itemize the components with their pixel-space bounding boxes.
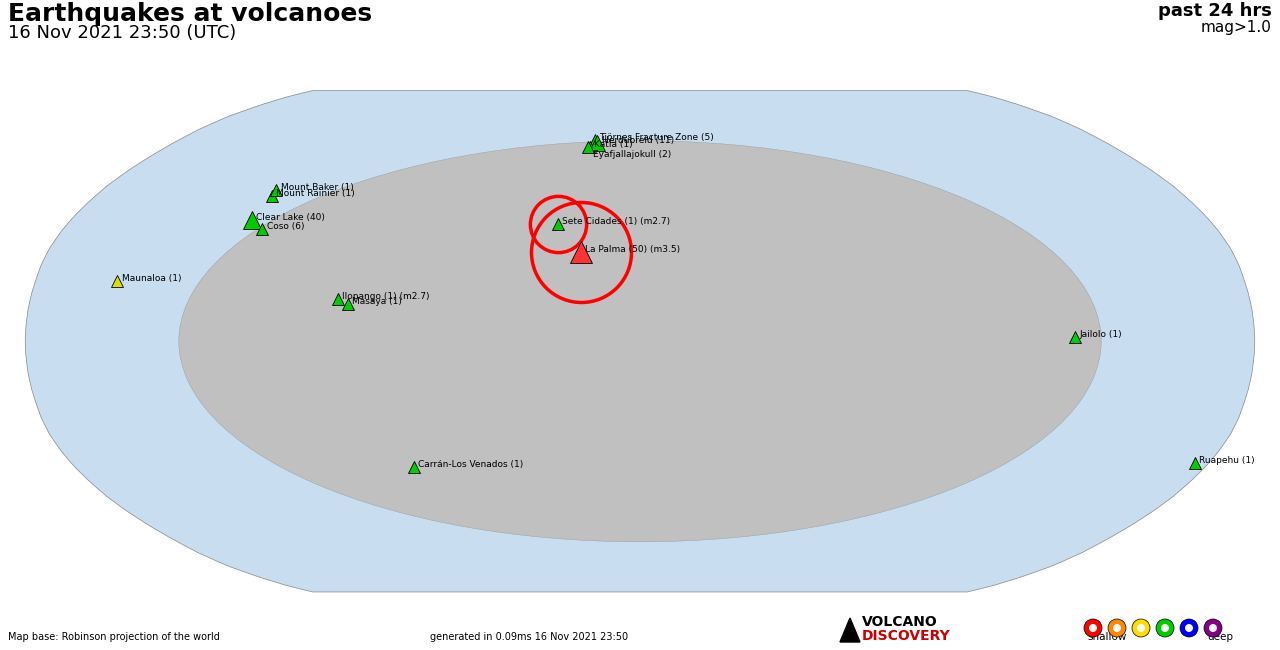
- Text: Ilopango (1) (m2.7): Ilopango (1) (m2.7): [343, 292, 430, 301]
- Circle shape: [1089, 624, 1097, 632]
- Text: Tjörnes Fracture Zone (5): Tjörnes Fracture Zone (5): [599, 133, 714, 142]
- Text: Carrán-Los Venados (1): Carrán-Los Venados (1): [417, 460, 524, 469]
- Text: generated in 0.09ms 16 Nov 2021 23:50: generated in 0.09ms 16 Nov 2021 23:50: [430, 632, 628, 642]
- Text: Mount Rainier (1): Mount Rainier (1): [276, 188, 355, 198]
- Text: Coso (6): Coso (6): [266, 222, 305, 231]
- Text: Herdubreid (11): Herdubreid (11): [602, 136, 673, 145]
- Circle shape: [1161, 624, 1169, 632]
- Text: Sete Cidades (1) (m2.7): Sete Cidades (1) (m2.7): [562, 216, 671, 226]
- Text: Jailolo (1): Jailolo (1): [1079, 330, 1123, 339]
- Circle shape: [1210, 624, 1217, 632]
- Circle shape: [1204, 619, 1222, 637]
- Circle shape: [1156, 619, 1174, 637]
- Text: shallow: shallow: [1087, 632, 1126, 642]
- Circle shape: [1185, 624, 1193, 632]
- Text: Clear Lake (40): Clear Lake (40): [256, 213, 325, 222]
- Ellipse shape: [179, 140, 1101, 542]
- Circle shape: [1180, 619, 1198, 637]
- Circle shape: [1137, 624, 1146, 632]
- Text: Earthquakes at volcanoes: Earthquakes at volcanoes: [8, 2, 372, 26]
- Circle shape: [1132, 619, 1149, 637]
- Circle shape: [1114, 624, 1121, 632]
- Polygon shape: [26, 90, 1254, 592]
- Polygon shape: [840, 618, 860, 642]
- Text: Masaya (1): Masaya (1): [352, 297, 402, 306]
- Text: Eyafjallajokull (2): Eyafjallajokull (2): [593, 150, 671, 159]
- Text: La Palma (50) (m3.5): La Palma (50) (m3.5): [585, 245, 681, 254]
- Circle shape: [1108, 619, 1126, 637]
- Text: DISCOVERY: DISCOVERY: [861, 629, 951, 643]
- Text: Ruapehu (1): Ruapehu (1): [1199, 456, 1254, 465]
- Text: Mount Baker (1): Mount Baker (1): [280, 183, 353, 192]
- Text: past 24 hrs: past 24 hrs: [1158, 2, 1272, 20]
- Text: VOLCANO: VOLCANO: [861, 615, 938, 629]
- Text: 16 Nov 2021 23:50 (UTC): 16 Nov 2021 23:50 (UTC): [8, 24, 237, 42]
- Text: Map base: Robinson projection of the world: Map base: Robinson projection of the wor…: [8, 632, 220, 642]
- Text: Katla (1): Katla (1): [594, 140, 632, 149]
- Text: deep: deep: [1207, 632, 1233, 642]
- Text: Maunaloa (1): Maunaloa (1): [122, 274, 182, 283]
- Text: mag>1.0: mag>1.0: [1201, 20, 1272, 35]
- Circle shape: [1084, 619, 1102, 637]
